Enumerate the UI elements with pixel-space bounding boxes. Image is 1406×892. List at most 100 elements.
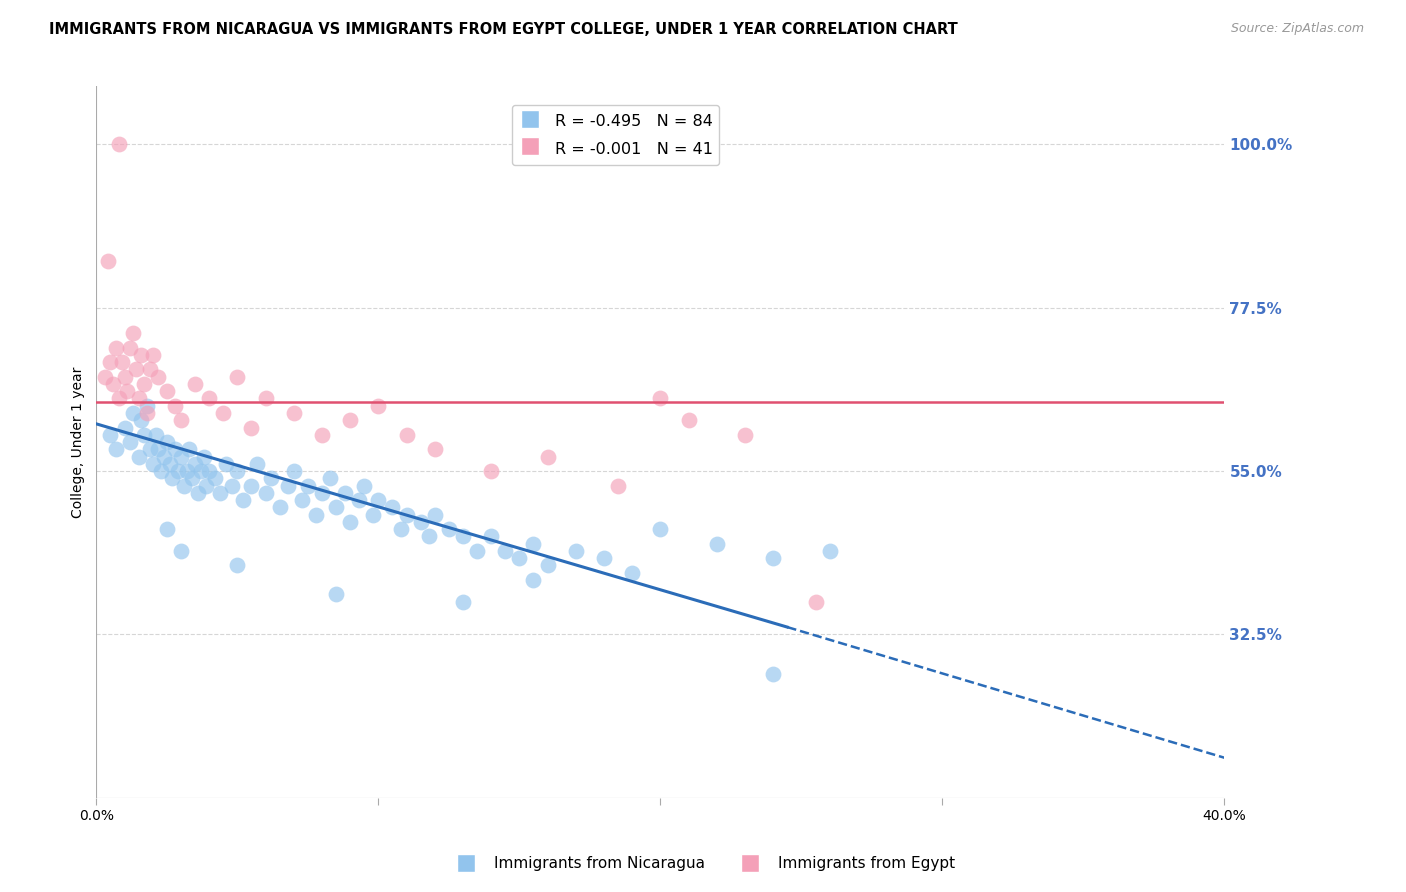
Point: [226, 558, 249, 573]
Point: [367, 493, 389, 508]
Point: [156, 522, 179, 536]
Point: [381, 500, 404, 515]
Point: [451, 595, 474, 609]
Point: [734, 427, 756, 442]
Point: [122, 326, 145, 340]
Point: [114, 369, 136, 384]
Point: [221, 478, 243, 492]
Point: [240, 478, 263, 492]
Point: [325, 500, 347, 515]
Point: [423, 508, 446, 522]
Point: [423, 442, 446, 457]
Point: [232, 493, 254, 508]
Point: [195, 478, 218, 492]
Point: [122, 406, 145, 420]
Point: [142, 348, 165, 362]
Point: [353, 478, 375, 492]
Point: [494, 544, 516, 558]
Point: [111, 355, 134, 369]
Point: [226, 369, 249, 384]
Point: [193, 450, 215, 464]
Point: [100, 355, 122, 369]
Point: [437, 522, 460, 536]
Point: [100, 427, 122, 442]
Point: [156, 435, 179, 450]
Point: [215, 457, 238, 471]
Point: [179, 442, 201, 457]
Point: [170, 544, 193, 558]
Point: [536, 558, 558, 573]
Point: [254, 392, 277, 406]
Point: [97, 253, 120, 268]
Point: [818, 544, 841, 558]
Point: [260, 471, 283, 485]
Point: [184, 457, 207, 471]
Point: [150, 464, 173, 478]
Point: [650, 522, 672, 536]
Point: [134, 376, 156, 391]
Point: [565, 544, 588, 558]
Legend: Immigrants from Nicaragua, Immigrants from Egypt: Immigrants from Nicaragua, Immigrants fr…: [444, 850, 962, 877]
Point: [479, 529, 502, 543]
Point: [142, 457, 165, 471]
Point: [254, 485, 277, 500]
Point: [134, 427, 156, 442]
Point: [162, 471, 184, 485]
Point: [165, 442, 187, 457]
Point: [120, 435, 142, 450]
Point: [108, 137, 131, 152]
Point: [305, 508, 328, 522]
Point: [120, 341, 142, 355]
Point: [347, 493, 370, 508]
Point: [291, 493, 314, 508]
Point: [522, 573, 544, 587]
Point: [226, 464, 249, 478]
Point: [148, 369, 170, 384]
Point: [277, 478, 299, 492]
Point: [465, 544, 488, 558]
Point: [139, 442, 162, 457]
Point: [508, 551, 530, 566]
Point: [212, 406, 235, 420]
Point: [108, 392, 131, 406]
Point: [418, 529, 440, 543]
Text: Source: ZipAtlas.com: Source: ZipAtlas.com: [1230, 22, 1364, 36]
Point: [389, 522, 412, 536]
Point: [187, 485, 209, 500]
Text: IMMIGRANTS FROM NICARAGUA VS IMMIGRANTS FROM EGYPT COLLEGE, UNDER 1 YEAR CORRELA: IMMIGRANTS FROM NICARAGUA VS IMMIGRANTS …: [49, 22, 957, 37]
Point: [184, 376, 207, 391]
Point: [325, 587, 347, 601]
Y-axis label: College, Under 1 year: College, Under 1 year: [72, 367, 86, 517]
Point: [593, 551, 616, 566]
Legend: R = -0.495   N = 84, R = -0.001   N = 41: R = -0.495 N = 84, R = -0.001 N = 41: [512, 105, 718, 165]
Point: [156, 384, 179, 399]
Point: [311, 485, 333, 500]
Point: [678, 413, 700, 427]
Point: [522, 536, 544, 550]
Point: [536, 450, 558, 464]
Point: [409, 515, 432, 529]
Point: [361, 508, 384, 522]
Point: [762, 667, 785, 681]
Point: [128, 450, 150, 464]
Point: [105, 442, 128, 457]
Point: [131, 413, 153, 427]
Point: [165, 399, 187, 413]
Point: [367, 399, 389, 413]
Point: [136, 406, 159, 420]
Point: [451, 529, 474, 543]
Point: [209, 485, 232, 500]
Point: [198, 464, 221, 478]
Point: [117, 384, 139, 399]
Point: [246, 457, 269, 471]
Point: [198, 392, 221, 406]
Point: [333, 485, 356, 500]
Point: [190, 464, 212, 478]
Point: [204, 471, 226, 485]
Point: [762, 551, 785, 566]
Point: [283, 464, 305, 478]
Point: [479, 464, 502, 478]
Point: [804, 595, 827, 609]
Point: [125, 362, 148, 376]
Point: [114, 420, 136, 434]
